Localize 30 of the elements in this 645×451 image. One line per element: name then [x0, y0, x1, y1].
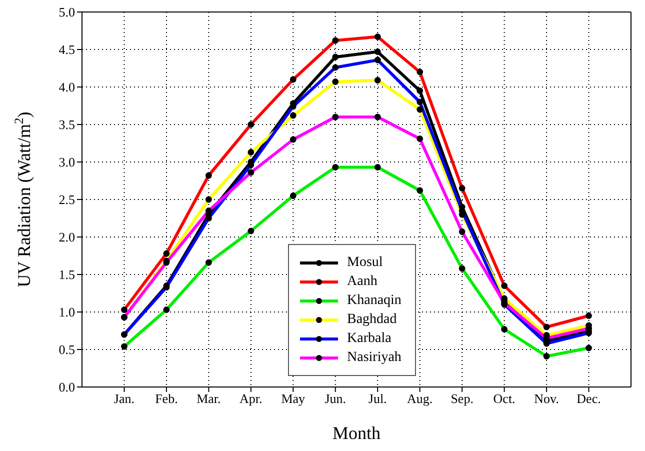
y-tick-label: 2.0: [58, 230, 75, 245]
y-tick-label: 0.0: [58, 380, 75, 395]
y-tick-label: 2.5: [58, 192, 75, 208]
x-tick-label: Mar.: [196, 391, 221, 406]
y-tick-label: 0.5: [58, 342, 75, 358]
legend-label: Mosul: [347, 254, 383, 270]
legend-label: Khanaqin: [347, 292, 402, 308]
x-tick-label: Jan.: [114, 391, 135, 406]
y-tick-label: 4.0: [58, 80, 75, 95]
x-tick-label: Feb.: [155, 391, 178, 406]
legend-label: Baghdad: [347, 312, 397, 328]
x-tick-label: Jul.: [368, 391, 387, 406]
y-tick-label: 5.0: [58, 4, 75, 20]
y-tick-label: 3.5: [58, 117, 75, 132]
x-tick-label: Jun.: [324, 391, 346, 406]
x-tick-label: Apr.: [240, 391, 262, 406]
x-tick-label: Nov.: [534, 391, 559, 406]
y-tick-label: 4.5: [58, 42, 75, 58]
y-tick-label: 1.0: [58, 304, 75, 320]
x-tick-label: Dec.: [576, 391, 601, 406]
x-tick-label: Sep.: [450, 391, 474, 406]
legend-label: Nasiriyah: [347, 350, 402, 366]
legend-label: Aanh: [347, 274, 378, 290]
x-tick-label: Aug.: [407, 391, 433, 406]
x-tick-label: Oct.: [493, 391, 516, 406]
x-tick-label: May: [281, 391, 306, 406]
y-tick-label: 3.0: [58, 154, 75, 170]
x-axis-title: Month: [332, 423, 381, 443]
y-tick-label: 1.5: [58, 267, 75, 282]
legend-label: Karbala: [347, 330, 392, 346]
